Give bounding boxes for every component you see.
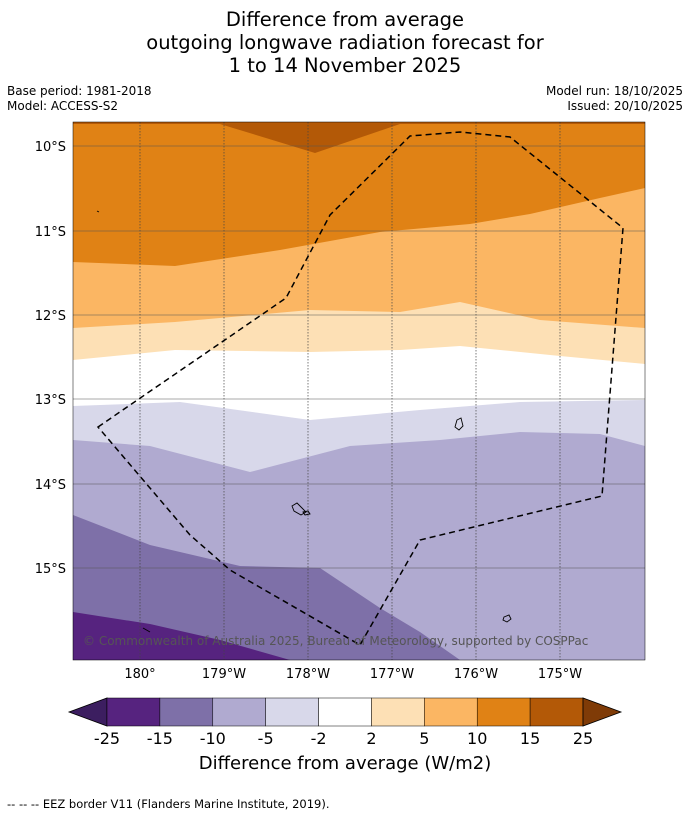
band-15-25 xyxy=(73,122,645,153)
x-tick: 180° xyxy=(124,667,155,682)
map-frame xyxy=(72,121,646,661)
copyright-notice: © Commonwealth of Australia 2025, Bureau… xyxy=(83,634,588,648)
colorbar-segment xyxy=(424,697,478,727)
x-tick: 179°W xyxy=(202,667,246,682)
colorbar-segment xyxy=(318,697,372,727)
colorbar-tick-label: -10 xyxy=(199,729,226,748)
model-name: Model: ACCESS-S2 xyxy=(7,99,119,113)
y-tick: 10°S xyxy=(35,140,66,155)
eez-border xyxy=(96,131,624,647)
colorbar-tick-label: -25 xyxy=(93,729,121,748)
colorbar-segment xyxy=(159,697,214,727)
colorbar-segment xyxy=(265,697,319,727)
colorbar-segment xyxy=(529,697,584,727)
colorbar-tick-label: -15 xyxy=(146,729,173,748)
y-tick: 11°S xyxy=(35,225,66,240)
colorbar-tick-label: 2 xyxy=(366,729,377,748)
colorbar-tick-label: 10 xyxy=(467,729,488,748)
y-tick: 15°S xyxy=(35,562,66,577)
title-line-1: Difference from average xyxy=(225,8,465,31)
map-figure: © Commonwealth of Australia 2025, Bureau… xyxy=(35,121,646,727)
colorbar-tick-label: 5 xyxy=(419,729,430,748)
base-period: Base period: 1981-2018 xyxy=(7,84,152,98)
colorbar xyxy=(67,697,623,727)
model-run: Model run: 18/10/2025 xyxy=(545,84,683,98)
x-tick: 176°W xyxy=(454,667,498,682)
y-tick: 14°S xyxy=(35,478,66,493)
title-line-3: 1 to 14 November 2025 xyxy=(228,54,462,77)
colorbar-tick-label: 25 xyxy=(572,729,594,748)
meta-left: Base period: 1981-2018 Model: ACCESS-S2 xyxy=(7,84,152,114)
meta-right: Model run: 18/10/2025 Issued: 20/10/2025 xyxy=(546,84,683,114)
y-tick: 12°S xyxy=(35,309,66,324)
band-minus15-minus10 xyxy=(73,515,460,660)
parallel-gridlines xyxy=(73,145,645,569)
contour-field: © Commonwealth of Australia 2025, Bureau… xyxy=(73,122,645,660)
colorbar-segment xyxy=(106,697,161,727)
colorbar-extend-low xyxy=(67,697,108,727)
title-line-2: outgoing longwave radiation forecast for xyxy=(146,31,544,54)
issued-date: Issued: 20/10/2025 xyxy=(567,99,683,113)
colorbar-tick-label: -2 xyxy=(310,729,327,748)
band-minus25-minus15 xyxy=(73,612,290,660)
colorbar-tick-label: -5 xyxy=(257,729,274,748)
colorbar-extend-high xyxy=(582,697,623,727)
x-tick: 177°W xyxy=(370,667,414,682)
y-tick: 13°S xyxy=(35,393,66,408)
colorbar-segment xyxy=(371,697,425,727)
colorbar-tick-label: 15 xyxy=(519,729,541,748)
colorbar-segment xyxy=(212,697,266,727)
eez-legend-note: -- -- -- EEZ border V11 (Flanders Marine… xyxy=(7,797,330,811)
x-tick: 175°W xyxy=(538,667,582,682)
colorbar-segment xyxy=(476,697,531,727)
meridian-gridlines xyxy=(139,122,561,660)
island-outlines xyxy=(96,210,512,633)
map-title: Difference from average outgoing longwav… xyxy=(0,8,690,77)
colorbar-title: Difference from average (W/m2) xyxy=(198,753,492,774)
x-axis-ticks: 180° 179°W 178°W 177°W 176°W 175°W xyxy=(124,667,582,682)
x-tick: 178°W xyxy=(286,667,330,682)
y-axis-ticks: 10°S 11°S 12°S 13°S 14°S 15°S xyxy=(35,140,66,577)
